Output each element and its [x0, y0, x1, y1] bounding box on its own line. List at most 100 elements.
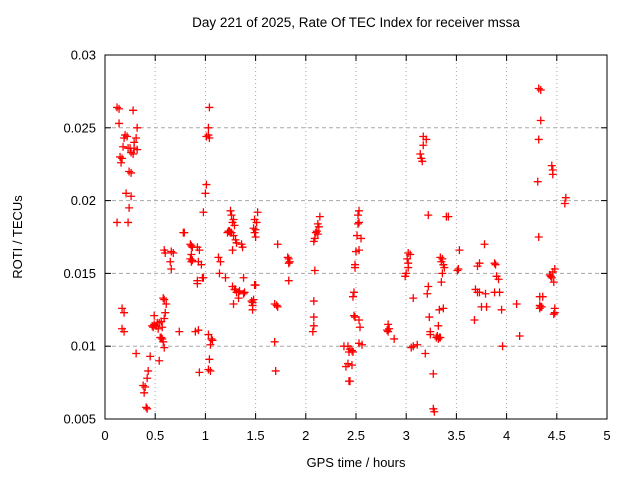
data-point — [167, 265, 176, 274]
data-point — [187, 257, 196, 266]
data-point — [444, 212, 453, 221]
data-point — [157, 317, 166, 326]
data-point — [495, 288, 504, 297]
data-point — [406, 250, 415, 259]
data-point — [561, 193, 570, 202]
data-point — [162, 299, 171, 308]
data-point — [403, 254, 412, 263]
data-point — [141, 382, 150, 391]
data-point — [315, 212, 324, 221]
x-tick-label: 0 — [101, 428, 108, 443]
data-point — [195, 246, 204, 255]
data-point — [491, 260, 500, 269]
data-point — [247, 297, 256, 306]
data-point — [429, 369, 438, 378]
data-point — [546, 272, 555, 281]
data-point — [144, 366, 153, 375]
data-point — [253, 208, 262, 217]
data-point — [309, 237, 318, 246]
x-tick-label: 1 — [202, 428, 209, 443]
data-point — [166, 257, 175, 266]
data-point — [120, 133, 129, 142]
data-point — [533, 177, 542, 186]
data-point — [132, 133, 141, 142]
y-tick-label: 0.025 — [63, 120, 96, 135]
data-point — [536, 85, 545, 94]
data-point — [251, 233, 260, 241]
data-point — [120, 327, 129, 336]
data-point — [214, 253, 223, 262]
data-point — [353, 231, 362, 240]
x-tick-label: 2 — [302, 428, 309, 443]
data-point — [140, 388, 149, 397]
data-point — [119, 142, 128, 151]
data-point — [436, 333, 445, 342]
data-point — [345, 377, 354, 386]
data-point — [384, 320, 393, 329]
data-point — [311, 228, 320, 237]
data-point — [202, 180, 211, 189]
data-point — [424, 211, 433, 220]
data-point — [113, 218, 122, 227]
data-point — [250, 228, 259, 237]
data-point — [352, 247, 360, 256]
chart-title: Day 221 of 2025, Rate Of TEC Index for r… — [192, 15, 520, 30]
data-point — [270, 337, 279, 346]
data-point — [283, 253, 292, 262]
data-point — [401, 272, 410, 281]
data-point — [560, 199, 569, 208]
data-point — [160, 343, 169, 352]
data-point — [418, 157, 427, 166]
data-point — [124, 218, 133, 227]
x-tick-label: 0.5 — [146, 428, 164, 443]
data-point — [534, 233, 543, 241]
x-tick-label: 5 — [603, 428, 610, 443]
data-point — [272, 301, 281, 310]
data-point — [355, 206, 364, 215]
data-point — [422, 135, 431, 144]
data-point — [349, 288, 358, 297]
data-point — [115, 104, 124, 113]
data-point — [159, 337, 168, 346]
data-point — [205, 355, 214, 364]
data-point — [240, 288, 249, 297]
data-point — [129, 106, 138, 115]
data-point — [206, 340, 215, 349]
data-point — [143, 374, 152, 383]
data-point — [118, 154, 127, 163]
data-point — [122, 189, 131, 198]
data-point — [252, 218, 261, 227]
data-point — [409, 294, 418, 303]
data-point — [143, 404, 152, 413]
x-tick-label: 4 — [503, 428, 510, 443]
data-point — [348, 348, 357, 357]
data-point — [133, 123, 142, 132]
data-point — [158, 323, 167, 332]
data-point — [348, 292, 357, 301]
data-point — [481, 289, 490, 298]
data-point — [314, 222, 323, 231]
data-point — [430, 407, 439, 416]
data-point — [470, 315, 479, 324]
data-point — [230, 221, 239, 230]
data-point — [116, 152, 125, 161]
x-axis-label: GPS time / hours — [307, 455, 406, 470]
data-point — [419, 141, 428, 150]
data-point — [434, 334, 443, 343]
data-point — [421, 349, 430, 358]
data-point — [199, 208, 208, 217]
data-point — [127, 148, 136, 157]
data-point — [229, 299, 238, 308]
data-point — [384, 327, 393, 336]
data-point — [515, 332, 524, 341]
data-point — [355, 315, 364, 324]
data-point — [154, 324, 163, 333]
data-point — [547, 273, 556, 282]
data-point — [309, 321, 318, 330]
data-point — [215, 269, 224, 278]
data-point — [199, 273, 208, 282]
data-point — [354, 219, 363, 228]
y-tick-label: 0.015 — [63, 266, 96, 281]
data-point — [234, 294, 243, 303]
data-point — [249, 224, 258, 233]
